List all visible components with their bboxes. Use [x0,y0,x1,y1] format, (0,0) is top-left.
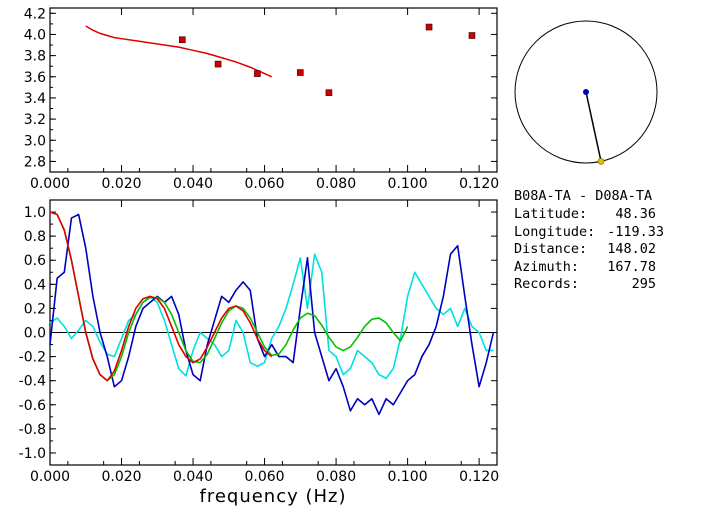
x-tick-label: 0.000 [30,469,70,485]
model-curve [85,25,273,78]
y-tick-label: 0.0 [24,326,46,342]
y-tick-label: 2.8 [24,154,46,170]
series-line-2 [49,211,409,382]
distance-value: 148.02 [607,241,656,257]
path-line [585,91,602,162]
x-tick-label: 0.020 [101,176,141,192]
y-tick-label: 3.6 [24,70,46,86]
longitude-value: -119.33 [607,224,664,240]
x-tick-label: 0.080 [316,176,356,192]
x-tick-label: 0.040 [173,469,213,485]
x-tick-label: 0.060 [245,469,285,485]
dispersion-plot-frame [49,7,498,173]
y-tick-label: 3.0 [24,133,46,149]
y-tick-label: -0.2 [19,350,46,366]
azimuth-map [514,20,658,165]
azimuth-label: Azimuth: [514,259,579,275]
x-tick-label: 0.120 [459,176,499,192]
station-b-marker [597,158,605,165]
data-point [468,32,476,39]
y-tick-label: 0.8 [24,229,46,245]
dispersion-panel: 2.8 3.0 3.2 3.4 3.6 3.8 4.0 4.2 0.000 0.020 0.040… [24,6,499,192]
y-tick-label: 1.0 [24,205,46,221]
records-label: Records: [514,276,579,292]
data-point [254,70,261,77]
y-tick-label: 0.2 [24,301,46,317]
y-tick-label: -1.0 [19,446,46,462]
station-pair: B08A-TA - D08A-TA [514,188,652,204]
azimuth-value: 167.78 [607,259,656,275]
y-tick-label: 0.4 [24,277,46,293]
series-line-0 [49,253,494,380]
data-point [297,69,304,76]
series-line-1 [49,213,495,416]
x-axis-title: frequency (Hz) [199,486,346,507]
x-tick-label: 0.060 [245,176,285,192]
x-tick-label: 0.020 [101,469,141,485]
latitude-label: Latitude: [514,206,587,222]
series-line-3 [49,211,273,382]
longitude-label: Longitude: [514,224,595,240]
x-tick-label: 0.120 [459,469,499,485]
data-point [325,89,333,96]
y-tick-label: 3.4 [24,91,46,107]
y-tick-label: -0.8 [19,422,46,438]
x-tick-label: 0.040 [173,176,213,192]
x-tick-label: 0.000 [30,176,70,192]
y-tick-label: -0.4 [19,374,46,390]
y-tick-label: 3.2 [24,112,46,128]
x-tick-label: 0.080 [316,469,356,485]
data-point [425,23,433,31]
distance-label: Distance: [514,241,587,257]
data-point [214,60,222,68]
records-value: 295 [632,276,656,292]
x-tick-label: 0.100 [388,176,428,192]
latitude-value: 48.36 [615,206,656,222]
y-tick-label: 0.6 [24,253,46,269]
y-tick-label: -0.6 [19,398,46,414]
station-a-marker [583,89,589,95]
y-tick-label: 3.8 [24,49,46,65]
y-tick-label: 4.0 [24,27,46,43]
station-info: B08A-TA - D08A-TA Latitude: 48.36 Longit… [514,188,664,292]
y-tick-label: 4.2 [24,6,46,22]
data-point [179,36,186,44]
correlation-panel: 1.0 0.8 0.6 0.4 0.2 0.0 -0.2 -0.4 -0.6 -0.8 -1.0 0… [19,199,499,507]
x-tick-label: 0.100 [388,469,428,485]
map-circle [514,20,658,164]
